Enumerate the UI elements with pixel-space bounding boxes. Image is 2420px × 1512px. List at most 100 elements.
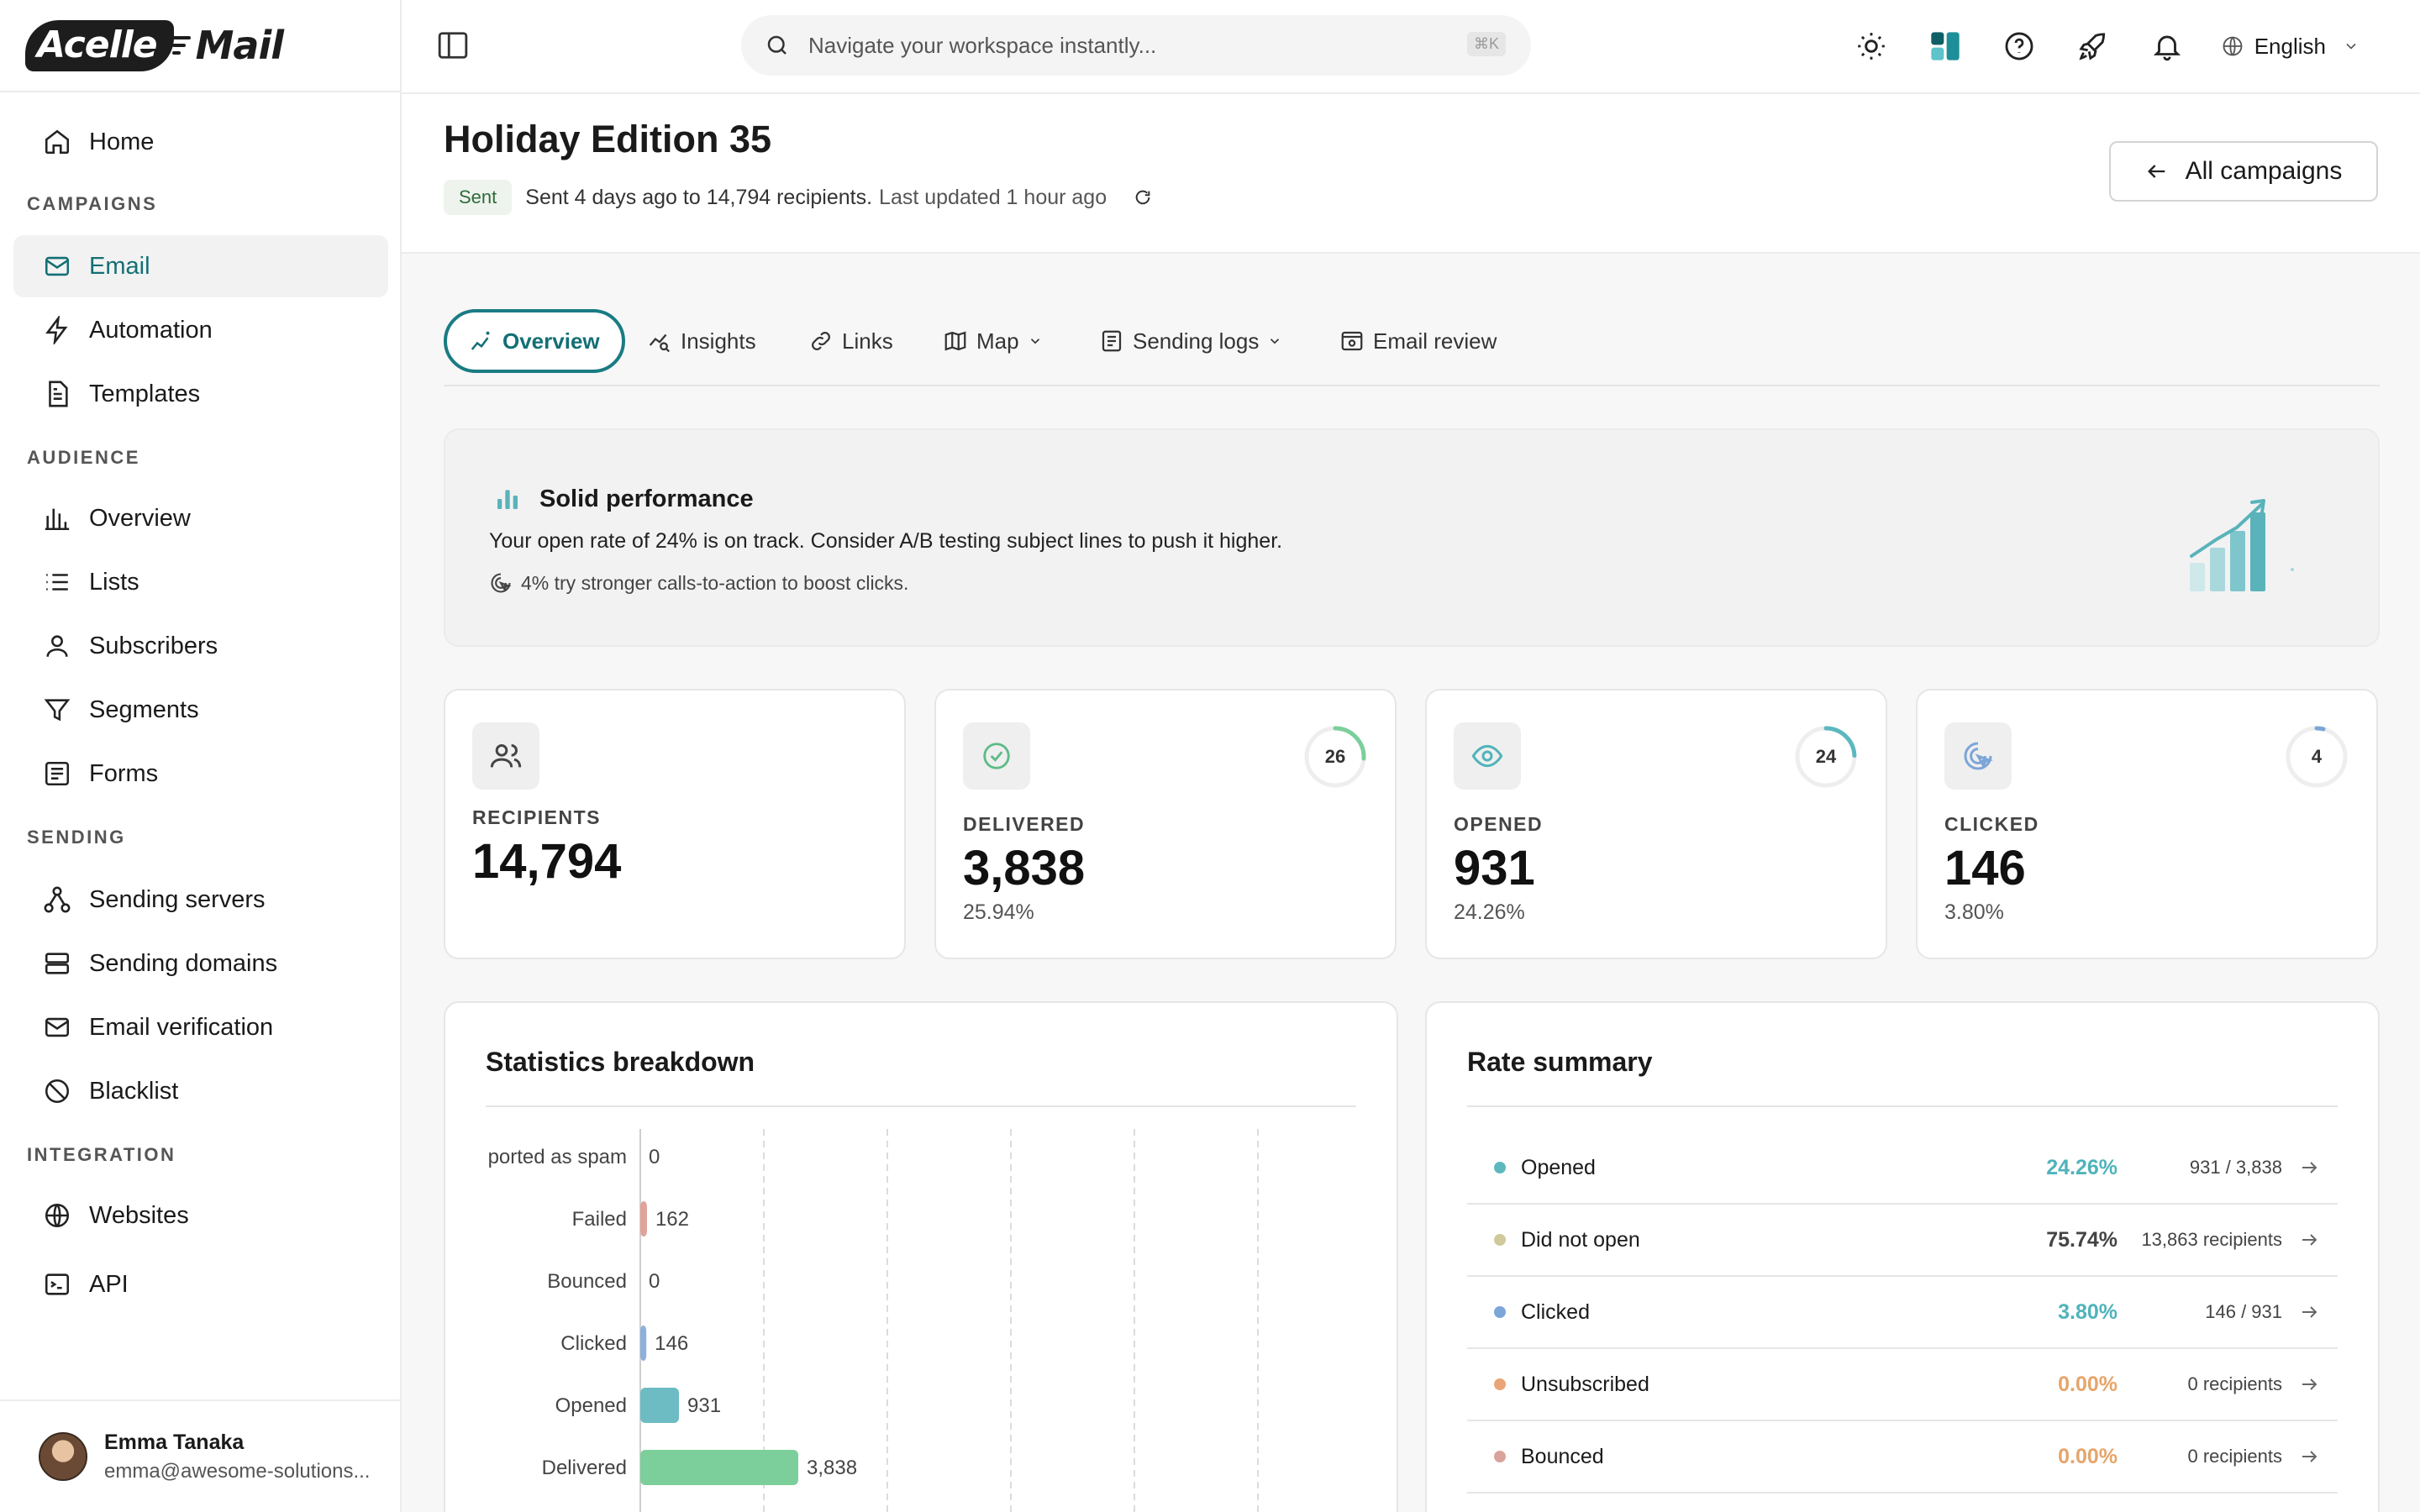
- rate-detail: 0 recipients: [2187, 1446, 2282, 1467]
- rate-percent: 0.00%: [2058, 1372, 2118, 1396]
- help-button[interactable]: [1982, 30, 2056, 62]
- logo-badge: Acelle: [25, 19, 174, 71]
- stat-percent: 24.26%: [1454, 900, 1525, 924]
- mail-icon: [42, 1012, 72, 1042]
- sidebar-item-label: Forms: [89, 759, 159, 787]
- bar[interactable]: [640, 1326, 647, 1361]
- sidebar-item-label: Sending domains: [89, 949, 278, 977]
- ring-value: 4: [2311, 746, 2323, 767]
- user-profile[interactable]: Emma Tanaka emma@awesome-solutions...: [0, 1399, 400, 1512]
- insight-text: Your open rate of 24% is on track. Consi…: [489, 529, 1283, 553]
- value-label: 0: [649, 1146, 660, 1168]
- language-label: English: [2254, 33, 2326, 59]
- stat-label: OPENED: [1454, 813, 1544, 835]
- tab-label: Map: [976, 328, 1019, 354]
- check-circle-icon: [963, 722, 1030, 790]
- sidebar-item-email[interactable]: Email: [13, 235, 388, 297]
- tab-links[interactable]: Links: [808, 309, 893, 373]
- tab-sending-logs[interactable]: Sending logs: [1099, 309, 1291, 373]
- section-heading-integration: INTEGRATION: [27, 1144, 176, 1165]
- campaign-tabs: Overview Insights Links Map Sending logs…: [444, 309, 2380, 386]
- sidebar-toggle-button[interactable]: [437, 30, 469, 60]
- sidebar-item-email-verification[interactable]: Email verification: [13, 996, 388, 1058]
- language-selector[interactable]: English: [2221, 34, 2360, 60]
- sidebar: Acelle Mail Home CAMPAIGNS Email Automat…: [0, 0, 402, 1512]
- bar[interactable]: [640, 1201, 647, 1236]
- rate-name: Unsubscribed: [1521, 1372, 1649, 1396]
- brand-app-icon: [1928, 29, 1962, 63]
- sent-text: Sent 4 days ago to 14,794 recipients.: [525, 185, 873, 209]
- search-placeholder: Navigate your workspace instantly...: [808, 32, 1157, 58]
- sidebar-item-subscribers[interactable]: Subscribers: [13, 615, 388, 677]
- bar[interactable]: [640, 1450, 798, 1485]
- sidebar-item-home[interactable]: Home: [13, 111, 388, 173]
- ring-value: 24: [1815, 746, 1837, 767]
- rate-detail: 0 recipients: [2187, 1373, 2282, 1394]
- insight-title: Solid performance: [539, 486, 754, 512]
- rate-row-bounced[interactable]: Bounced 0.00% 0 recipients: [1467, 1421, 2338, 1494]
- all-campaigns-button[interactable]: All campaigns: [2109, 141, 2378, 202]
- arrow-left-icon: [2145, 160, 2186, 183]
- value-label: 162: [655, 1208, 689, 1231]
- chevron-down-icon: [2343, 38, 2360, 55]
- chevron-down-icon: [1028, 333, 1051, 349]
- tab-map[interactable]: Map: [943, 309, 1051, 373]
- sidebar-item-blacklist[interactable]: Blacklist: [13, 1060, 388, 1122]
- rocket-icon: [2077, 30, 2109, 62]
- sidebar-item-websites[interactable]: Websites: [13, 1184, 388, 1247]
- tab-email-review[interactable]: Email review: [1339, 309, 1497, 373]
- whats-new-button[interactable]: [2056, 30, 2130, 62]
- category-label: Bounced: [547, 1270, 627, 1293]
- sidebar-item-label: Subscribers: [89, 632, 218, 659]
- notifications-button[interactable]: [2130, 30, 2204, 62]
- legend-dot: [1494, 1234, 1506, 1246]
- bar-chart-icon: [42, 503, 72, 533]
- insight-tip-text: 4% try stronger calls-to-action to boost…: [521, 571, 909, 594]
- section-heading-campaigns: CAMPAIGNS: [27, 193, 158, 214]
- theme-toggle-button[interactable]: [1834, 30, 1908, 62]
- sidebar-item-segments[interactable]: Segments: [13, 679, 388, 741]
- rate-row-clicked[interactable]: Clicked 3.80% 146 / 931: [1467, 1277, 2338, 1349]
- category-label: Opened: [555, 1394, 627, 1417]
- logo-text: Mail: [195, 23, 284, 68]
- sidebar-item-lists[interactable]: Lists: [13, 551, 388, 613]
- sidebar-item-templates[interactable]: Templates: [13, 363, 388, 425]
- sidebar-item-overview[interactable]: Overview: [13, 487, 388, 549]
- legend-dot: [1494, 1162, 1506, 1173]
- rate-summary-panel: Rate summary Opened 24.26% 931 / 3,838 D…: [1425, 1001, 2380, 1512]
- sidebar-item-forms[interactable]: Forms: [13, 743, 388, 805]
- filter-icon: [42, 695, 72, 725]
- campaign-header: Holiday Edition 35 Sent Sent 4 days ago …: [402, 94, 2420, 254]
- stat-card-delivered: 26 DELIVERED 3,838 25.94%: [934, 689, 1397, 959]
- insights-icon: [647, 328, 681, 354]
- tab-overview[interactable]: Overview: [444, 309, 625, 373]
- sidebar-item-automation[interactable]: Automation: [13, 299, 388, 361]
- stat-label: CLICKED: [1944, 813, 2039, 835]
- legend-dot: [1494, 1306, 1506, 1318]
- insight-tip: 4% try stronger calls-to-action to boost…: [489, 571, 908, 595]
- updated-text: Last updated 1 hour ago: [879, 185, 1107, 209]
- breakdown-bar-chart: ported as spam 0 Failed 162 Bounced 0 Clicked 1…: [488, 1129, 1259, 1512]
- rate-percent: 75.74%: [2046, 1227, 2118, 1252]
- value-label: 0: [649, 1270, 660, 1293]
- sidebar-item-label: Segments: [89, 696, 199, 723]
- sidebar-item-api[interactable]: API: [13, 1253, 388, 1315]
- apps-button[interactable]: [1908, 29, 1982, 63]
- bar[interactable]: [640, 1388, 679, 1423]
- app-logo[interactable]: Acelle Mail: [0, 0, 400, 92]
- rate-row-unsubscribed[interactable]: Unsubscribed 0.00% 0 recipients: [1467, 1349, 2338, 1421]
- refresh-icon[interactable]: [1134, 188, 1152, 207]
- rate-row-did-not-open[interactable]: Did not open 75.74% 13,863 recipients: [1467, 1205, 2338, 1277]
- category-label: Clicked: [560, 1332, 627, 1355]
- sidebar-item-sending-domains[interactable]: Sending domains: [13, 932, 388, 995]
- arrow-right-icon: [2299, 1374, 2319, 1394]
- tab-insights[interactable]: Insights: [647, 309, 756, 373]
- search-icon: [765, 33, 790, 58]
- review-icon: [1339, 328, 1373, 354]
- sidebar-item-label: Email: [89, 252, 150, 280]
- legend-dot: [1494, 1451, 1506, 1462]
- rate-row-opened[interactable]: Opened 24.26% 931 / 3,838: [1467, 1132, 2338, 1205]
- search-input[interactable]: Navigate your workspace instantly... ⌘K: [741, 15, 1531, 76]
- eye-icon: [1454, 722, 1521, 790]
- sidebar-item-sending-servers[interactable]: Sending servers: [13, 869, 388, 931]
